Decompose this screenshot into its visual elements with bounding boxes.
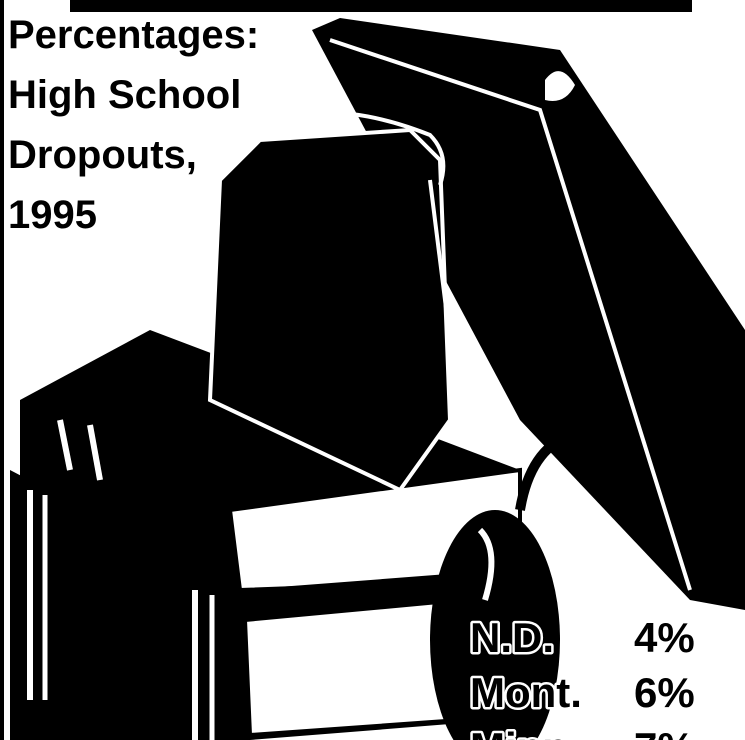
title-line: Percentages: <box>8 13 259 57</box>
left-border <box>0 0 4 740</box>
percent-value: 6% <box>634 669 695 716</box>
top-bar <box>70 0 692 12</box>
bottom-book-pages <box>245 600 460 735</box>
title-line: High School <box>8 73 241 117</box>
percent-value: 4% <box>634 614 695 661</box>
percent-value: 7% <box>634 724 695 740</box>
page: Percentages: High School Dropouts, 1995 … <box>0 0 745 740</box>
title-line: Dropouts, <box>8 133 197 177</box>
body: {"title_lines": ["Percentages:", "High S… <box>0 0 745 740</box>
state-label: Minn. <box>470 724 580 740</box>
state-label: N.D. <box>470 614 554 661</box>
title-line: 1995 <box>8 193 97 237</box>
infographic: Percentages: High School Dropouts, 1995 N.D… <box>0 0 745 740</box>
state-label: Mont. <box>470 669 582 716</box>
